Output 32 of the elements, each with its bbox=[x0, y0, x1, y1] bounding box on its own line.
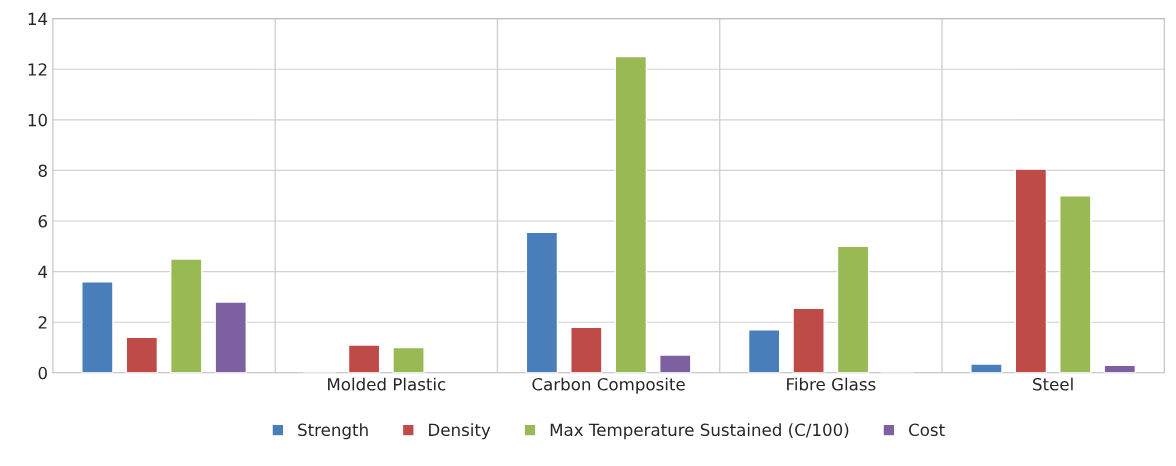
bar bbox=[525, 231, 559, 373]
y-tick-label: 2 bbox=[38, 316, 47, 329]
legend-label: Max Temperature Sustained (C/100) bbox=[550, 423, 849, 440]
y-tick-label: 12 bbox=[28, 63, 47, 76]
y-tick-label: 4 bbox=[38, 265, 48, 278]
y-tick-label: 0 bbox=[38, 366, 47, 380]
bar bbox=[214, 301, 247, 373]
bar bbox=[970, 363, 1003, 373]
x-tick-label: Steel bbox=[1033, 377, 1073, 391]
y-tick-label: 14 bbox=[28, 12, 48, 25]
legend-label: Cost bbox=[909, 423, 945, 437]
bar bbox=[747, 329, 781, 373]
bar bbox=[792, 307, 825, 373]
bar bbox=[570, 326, 603, 373]
x-tick-label: Carbon Composite bbox=[532, 377, 685, 394]
y-tick-label: 10 bbox=[28, 113, 47, 127]
bar bbox=[1059, 195, 1092, 373]
legend-label: Strength bbox=[298, 423, 368, 440]
x-tick-label: Fibre Glass bbox=[787, 377, 876, 391]
y-tick-label: 8 bbox=[38, 164, 47, 177]
bar bbox=[125, 336, 159, 373]
bar bbox=[347, 344, 381, 373]
y-tick-label: 6 bbox=[38, 214, 48, 228]
legend-label: Density bbox=[429, 423, 491, 440]
bar bbox=[1014, 168, 1048, 373]
bar bbox=[614, 55, 648, 373]
bar bbox=[836, 245, 870, 373]
bar bbox=[659, 354, 692, 373]
bar bbox=[170, 258, 203, 373]
bar bbox=[392, 346, 425, 373]
x-tick-label: Molded Plastic bbox=[328, 377, 446, 391]
bar bbox=[81, 281, 114, 373]
